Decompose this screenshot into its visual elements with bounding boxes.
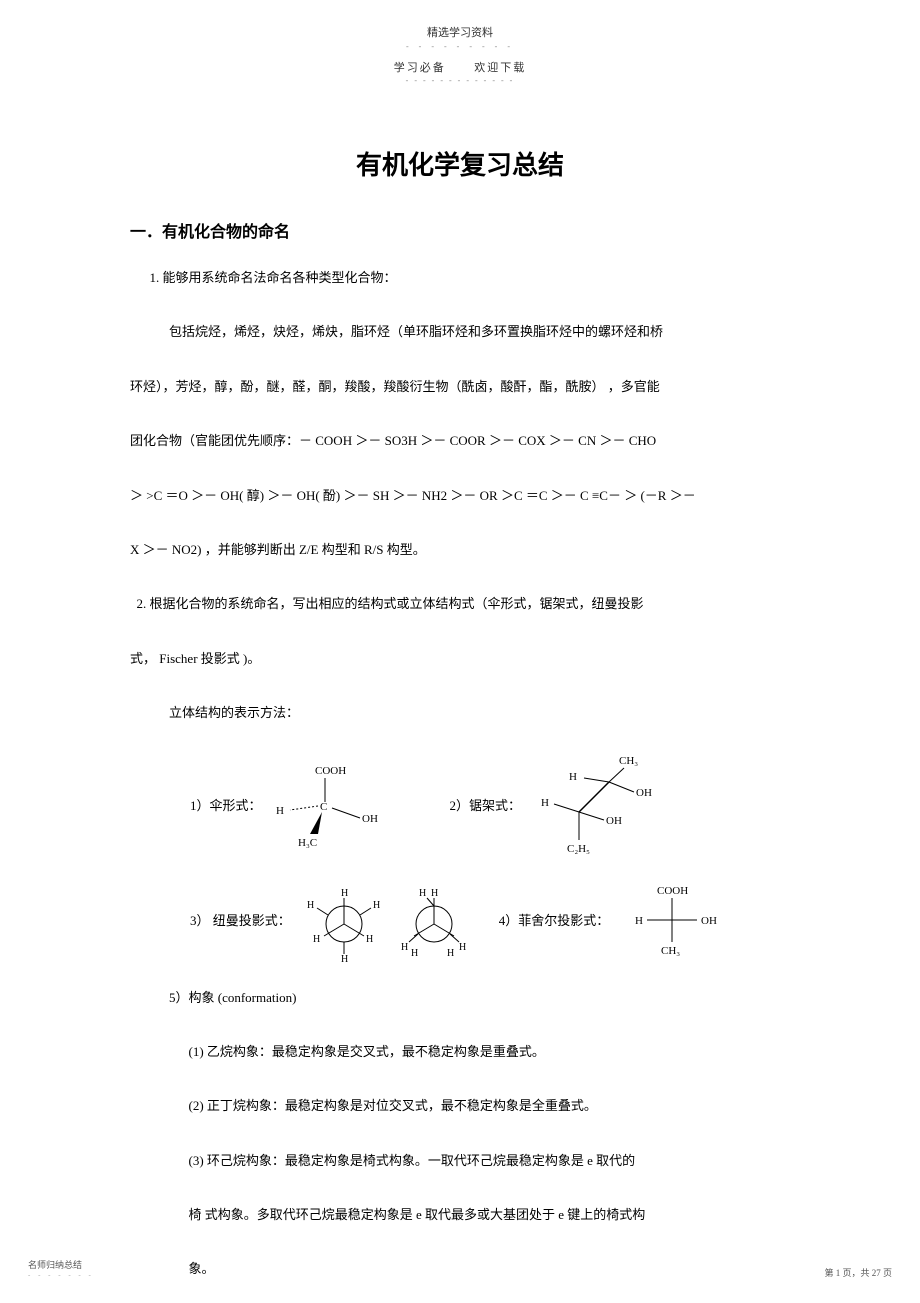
conf1: (1) 乙烷构象：最稳定构象是交叉式，最不稳定构象是重叠式。 [189,1034,801,1070]
conf3: (3) 环己烷构象：最稳定构象是椅式构象。一取代环己烷最稳定构象是 e 取代的 [189,1143,801,1179]
footer-left: 名师归纳总结 - - - - - - - [28,1258,94,1279]
sawhorse-lowerright: OH [606,815,622,827]
newman-diagram-1: H H H H H H [299,882,389,962]
umbrella-top: COOH [315,765,346,777]
footer-right: 第 1 页，共 27 页 [824,1266,892,1279]
newman-diagram-2: H H H H H H [389,882,479,962]
newman2-h3b: H [447,948,454,959]
newman-label: 3） 纽曼投影式： [190,903,291,939]
section-heading-1: 一．有机化合物的命名 [130,218,920,242]
page-title: 有机化学复习总结 [0,145,920,182]
header-sub-left: 学习必备 [394,62,446,74]
fischer-label: 4）菲舍尔投影式： [499,903,610,939]
newman2-h2b: H [411,948,418,959]
newman-h2: H [313,934,320,945]
sawhorse-diagram: CH₃ H OH H OH C₂H₅ [529,752,659,862]
umbrella-label: 1）伞形式： [190,788,262,824]
item5: 5）构象 (conformation) [169,980,800,1016]
para5: X ＞－ NO2) ，并能够判断出 Z/E 构型和 R/S 构型。 [130,532,800,568]
fischer-right: OH [701,915,717,927]
newman2-h2: H [401,942,408,953]
newman-h4: H [341,954,348,962]
diagram-row-2: 3） 纽曼投影式： H H H H H H H H H H [190,882,800,962]
umbrella-diagram: COOH C H OH H₃C [270,762,380,852]
header-dots: - - - - - - - - - [0,42,920,51]
item2-prefix: 2. 根据化合物的系统命名，写出相应的结构式或立体结构式（伞形式，锯架式，纽曼投… [130,586,800,622]
fischer-bottom: CH₃ [661,945,680,957]
fischer-left: H [635,915,643,927]
header-top-text: 精选学习资料 [0,0,920,40]
footer-left-text: 名师归纳总结 [28,1258,94,1271]
fischer-diagram: COOH H OH CH₃ [617,882,727,962]
footer-left-dots: - - - - - - - [28,1271,94,1279]
umbrella-center: C [320,801,327,813]
sawhorse-upperright: OH [636,787,652,799]
umbrella-left: H [276,805,284,817]
sawhorse-label: 2）锯架式： [450,788,522,824]
header-sub: 学习必备 欢迎下载 [0,59,920,75]
sawhorse-topright: CH₃ [619,755,638,767]
sawhorse-bottom: C₂H₅ [567,843,590,855]
umbrella-bottom: H₃C [298,837,317,849]
newman-h5: H [307,900,314,911]
header-sub-right: 欢迎下载 [474,62,526,74]
newman2-h1: H [431,888,438,899]
para3: 团化合物（官能团优先顺序：－ COOH ＞－ SO3H ＞－ COOR ＞－ C… [130,423,800,459]
conf2: (2) 正丁烷构象：最稳定构象是对位交叉式，最不稳定构象是全重叠式。 [189,1088,801,1124]
newman-h6: H [373,900,380,911]
newman-h3: H [366,934,373,945]
para7: 立体结构的表示方法： [130,695,800,731]
newman2-h3: H [459,942,466,953]
sawhorse-lowerleft: H [541,797,549,809]
conf3b: 椅 式构象。多取代环己烷最稳定构象是 e 取代最多或大基团处于 e 键上的椅式构 [189,1197,801,1233]
para1: 包括烷烃，烯烃，炔烃，烯炔，脂环烃（单环脂环烃和多环置换脂环烃中的螺环烃和桥 [130,314,800,350]
umbrella-right: OH [362,813,378,825]
diagram-row-1: 1）伞形式： COOH C H OH H₃C 2）锯架式： CH₃ H OH H [190,752,800,862]
fischer-top: COOH [657,885,688,897]
item1-prefix: 1. 能够用系统命名法命名各种类型化合物： [130,260,800,296]
sawhorse-upperleft: H [569,771,577,783]
para6: 式， Fischer 投影式 )。 [130,641,800,677]
newman2-h1b: H [419,888,426,899]
para4: ＞ >C ＝O ＞－ OH( 醇) ＞－ OH( 酚) ＞－ SH ＞－ NH2… [130,478,800,514]
header-underline: - - - - - - - - - - - - - [0,76,920,85]
conf3c: 象。 [189,1251,801,1287]
para2: 环烃），芳烃，醇，酚，醚，醛，酮，羧酸，羧酸衍生物（酰卤，酸酐，酯，酰胺） ，多… [130,369,800,405]
newman-h: H [341,888,348,899]
